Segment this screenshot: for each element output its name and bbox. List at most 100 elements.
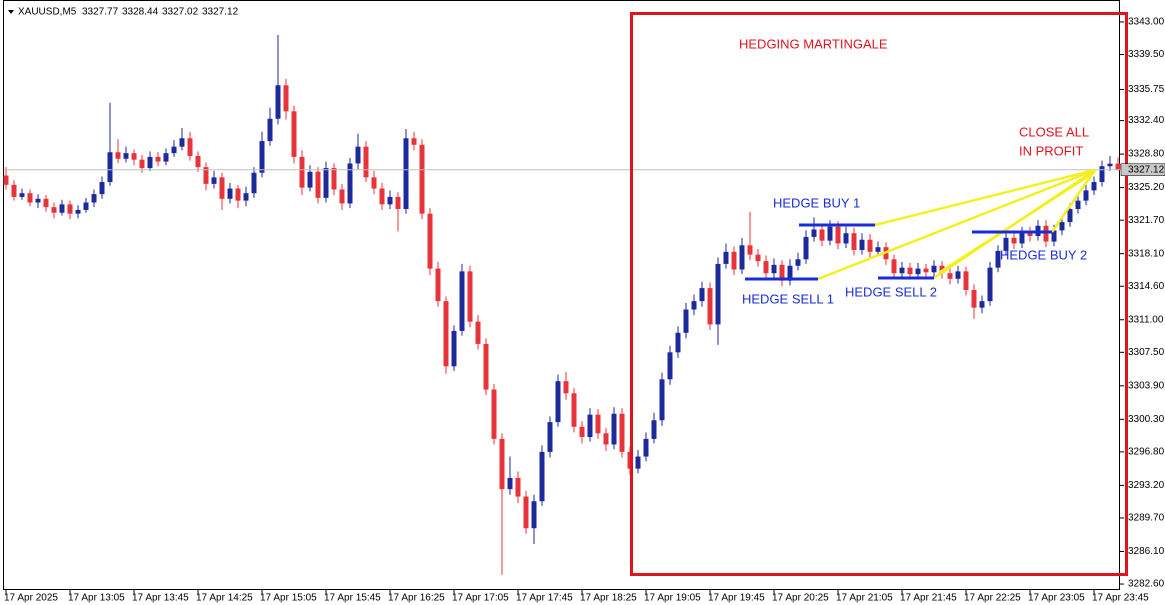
candle-body xyxy=(291,111,297,157)
x-tick-label: 17 Apr 22:25 xyxy=(964,593,1021,604)
candle-body xyxy=(643,438,649,457)
candle-body xyxy=(235,188,241,201)
candle-body xyxy=(795,259,801,266)
x-tick-label: 17 Apr 23:05 xyxy=(1028,593,1085,604)
candle-body xyxy=(539,451,545,502)
annotation: HEDGE BUY 2 xyxy=(1000,247,1087,262)
x-tick-label: 17 Apr 21:45 xyxy=(900,593,957,604)
y-tick-label: 3303.90 xyxy=(1128,380,1165,391)
candle-body xyxy=(67,204,73,214)
candle-body xyxy=(379,188,385,205)
candle-body xyxy=(43,198,49,208)
candle-body xyxy=(771,264,777,274)
candle-body xyxy=(683,309,689,333)
highlight-box xyxy=(630,12,1128,576)
candle-body xyxy=(315,171,321,198)
candle-body xyxy=(443,301,449,367)
candle-body xyxy=(355,146,361,164)
close-lines xyxy=(817,168,1097,281)
ohlc-close: 3327.12 xyxy=(202,7,239,18)
candle-body xyxy=(371,177,377,189)
candle-body xyxy=(499,438,505,490)
candle-body xyxy=(211,177,217,184)
candle-body xyxy=(843,233,849,244)
candle-body xyxy=(3,175,9,185)
candle-body xyxy=(331,168,337,190)
candle-body xyxy=(11,184,17,197)
candle-body xyxy=(1067,209,1073,223)
y-tick-label: 3293.20 xyxy=(1128,480,1165,491)
candle-body xyxy=(283,85,289,112)
candle-body xyxy=(963,271,969,290)
candle-body xyxy=(1019,232,1025,244)
candle-body xyxy=(803,236,809,260)
y-tick-label: 3339.50 xyxy=(1128,49,1165,60)
candle-body xyxy=(955,271,961,279)
x-tick-label: 17 Apr 17:45 xyxy=(516,593,573,604)
candle-body xyxy=(91,194,97,203)
candle-body xyxy=(907,267,913,275)
plot-frame xyxy=(3,0,1120,590)
annotation: HEDGE SELL 2 xyxy=(845,284,937,299)
candle-body xyxy=(987,267,993,302)
x-tick-label: 17 Apr 23:45 xyxy=(1092,593,1149,604)
candle-body xyxy=(203,167,209,184)
candle-body xyxy=(1075,200,1081,210)
candle-body xyxy=(819,229,825,241)
candle-body xyxy=(811,229,817,237)
candle-body xyxy=(555,381,561,423)
candle-body xyxy=(1059,222,1065,231)
candle-body xyxy=(755,254,761,262)
close-line xyxy=(817,168,1096,281)
y-tick-label: 3282.60 xyxy=(1128,579,1165,590)
candle-body xyxy=(139,159,145,169)
x-tick-label: 17 Apr 14:25 xyxy=(196,593,253,604)
candle-body xyxy=(83,202,89,210)
y-tick-label: 3286.10 xyxy=(1128,546,1165,557)
candle-body xyxy=(1099,166,1105,183)
y-tick-label: 3289.70 xyxy=(1128,513,1165,524)
candle-body xyxy=(1003,237,1009,251)
candle-body xyxy=(619,413,625,452)
close-line xyxy=(939,170,1096,274)
candle-body xyxy=(259,141,265,173)
candle-body xyxy=(779,264,785,281)
candle-body xyxy=(827,226,833,241)
candle-body xyxy=(483,343,489,390)
candle-body xyxy=(395,196,401,210)
candle-body xyxy=(59,204,65,213)
candle-body xyxy=(163,153,169,162)
x-tick-label: 17 Apr 15:05 xyxy=(260,593,317,604)
hedge-levels xyxy=(745,223,1052,281)
menu-arrow[interactable] xyxy=(8,10,14,14)
x-tick-label: 17 Apr 15:45 xyxy=(324,593,381,604)
candle-body xyxy=(195,155,201,168)
y-tick-label: 3311.00 xyxy=(1128,314,1164,325)
candle-body xyxy=(267,118,273,142)
candle-body xyxy=(475,321,481,344)
candle-body xyxy=(515,477,521,497)
annotation: CLOSE ALL xyxy=(1019,124,1089,139)
y-tick-label: 3314.60 xyxy=(1128,281,1165,292)
y-tick-label: 3321.70 xyxy=(1128,215,1165,226)
candle-body xyxy=(75,209,81,214)
candle-body xyxy=(1027,232,1033,236)
x-tick-label: 17 Apr 19:45 xyxy=(708,593,765,604)
close-line xyxy=(874,168,1096,227)
candle-body xyxy=(603,433,609,445)
candle-body xyxy=(155,156,161,162)
x-tick-label: 17 Apr 13:05 xyxy=(68,593,125,604)
candle-body xyxy=(507,477,513,490)
candle-body xyxy=(835,226,841,244)
candle-body xyxy=(251,172,257,194)
x-tick-label: 17 Apr 13:45 xyxy=(132,593,189,604)
y-tick-label: 3343.00 xyxy=(1128,17,1165,28)
candle-body xyxy=(763,261,769,274)
candle-body xyxy=(219,177,225,199)
x-tick-label: 17 Apr 19:05 xyxy=(644,593,701,604)
candle-body xyxy=(19,193,25,197)
candle-body xyxy=(723,251,729,264)
candle-body xyxy=(971,289,977,308)
